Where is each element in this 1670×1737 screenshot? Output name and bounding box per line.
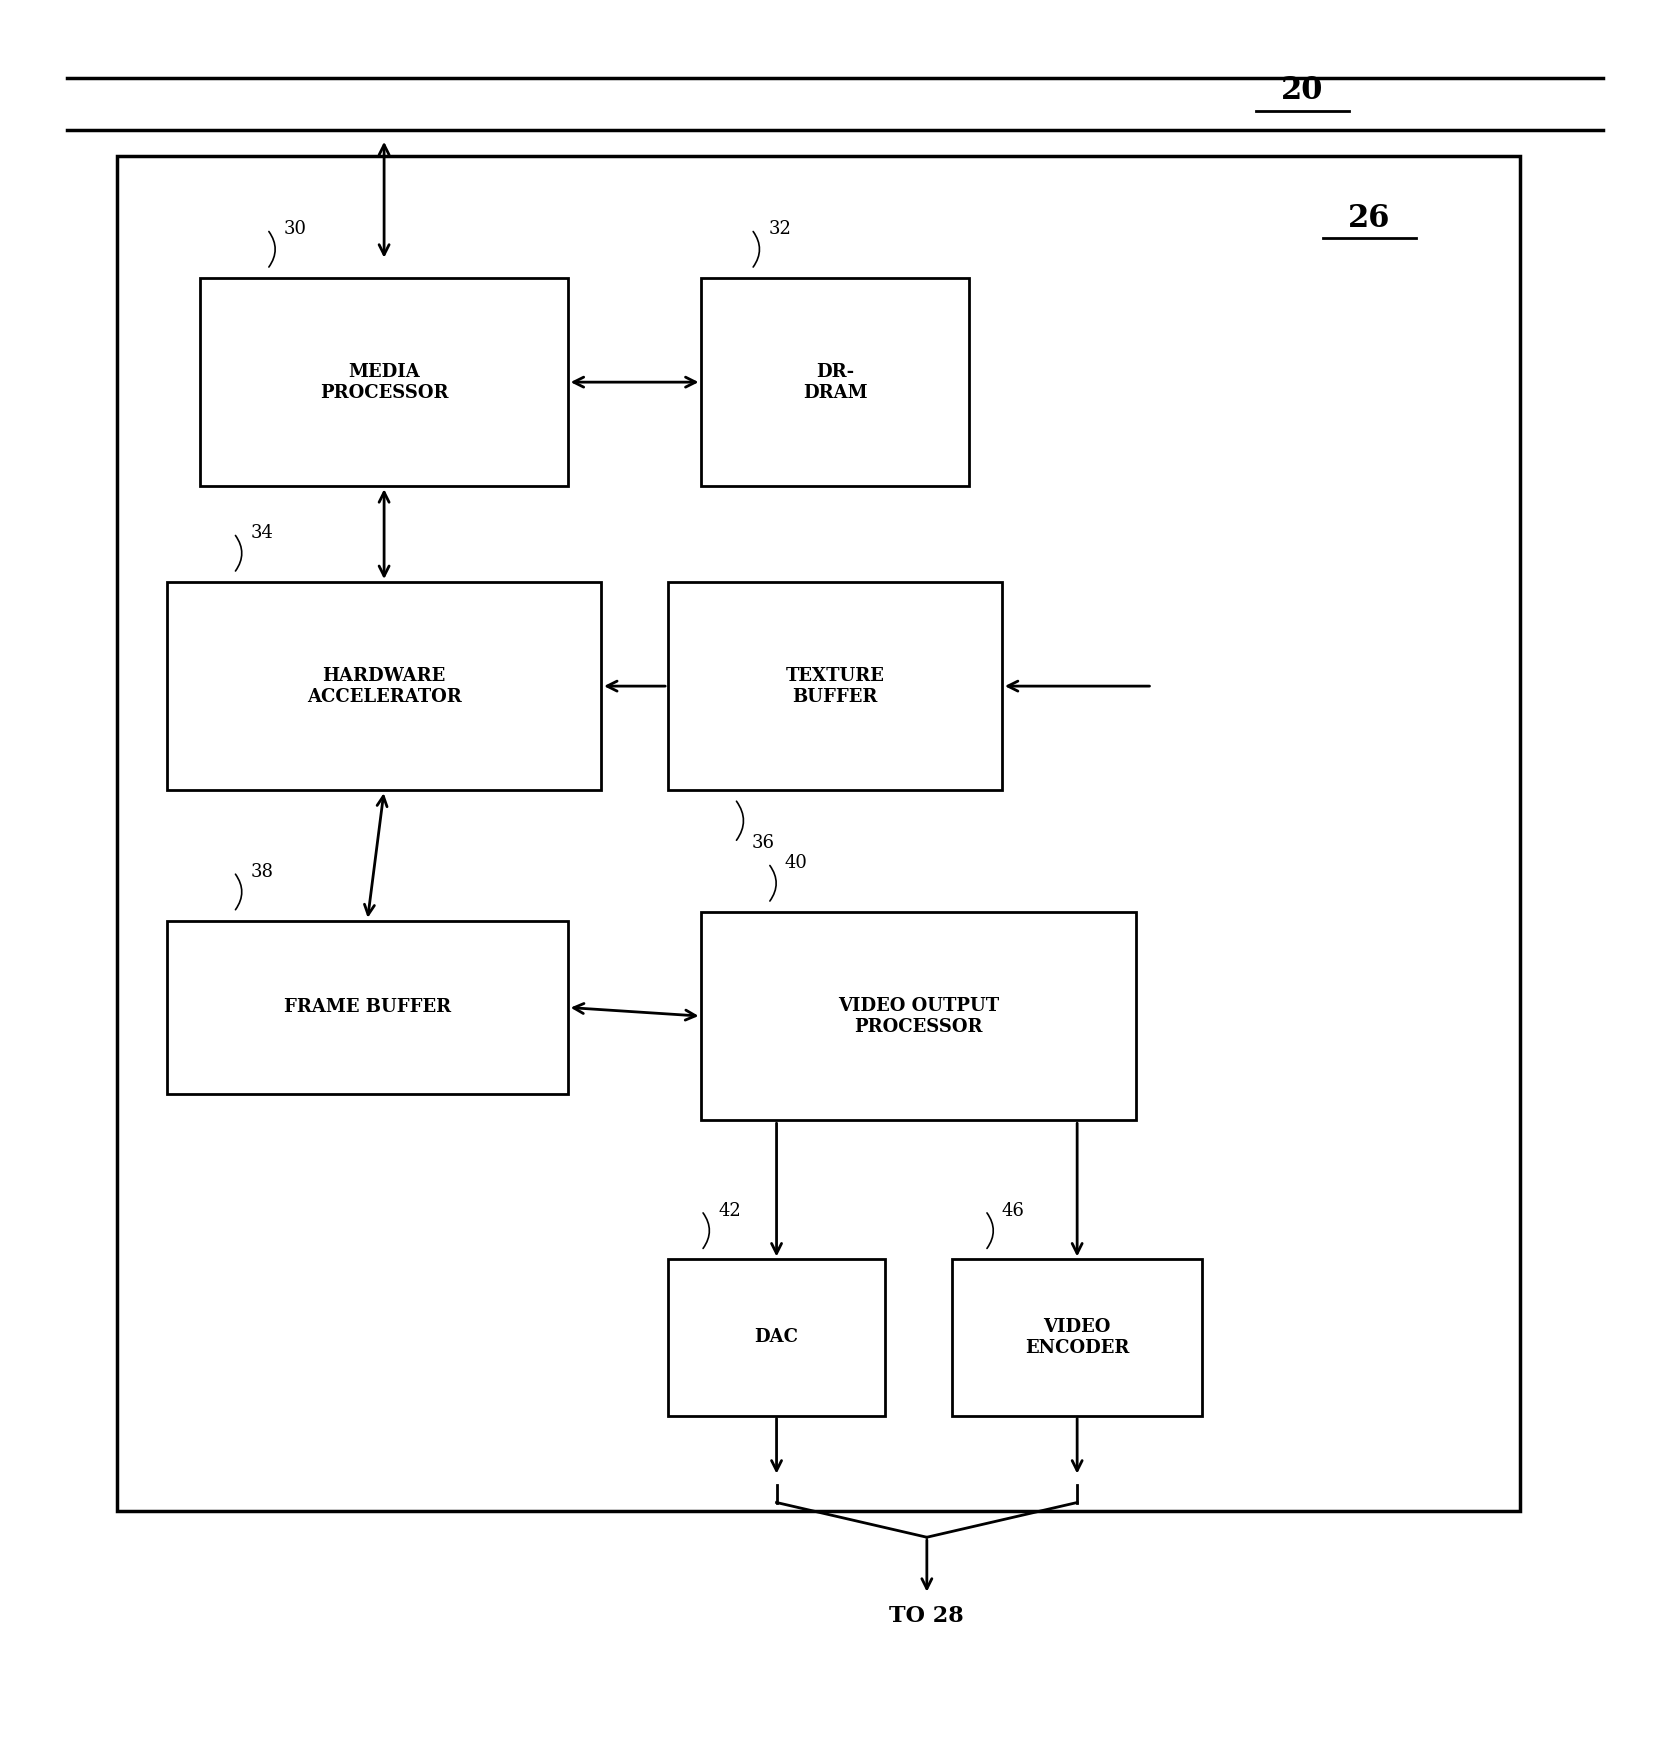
FancyBboxPatch shape xyxy=(701,278,969,486)
Text: DR-
DRAM: DR- DRAM xyxy=(803,363,867,401)
Text: 26: 26 xyxy=(1348,203,1391,234)
Text: 34: 34 xyxy=(250,525,274,542)
Text: VIDEO OUTPUT
PROCESSOR: VIDEO OUTPUT PROCESSOR xyxy=(838,997,999,1035)
Text: TO 28: TO 28 xyxy=(890,1605,964,1628)
Text: FRAME BUFFER: FRAME BUFFER xyxy=(284,999,451,1016)
FancyBboxPatch shape xyxy=(668,582,1002,790)
FancyBboxPatch shape xyxy=(167,582,601,790)
Text: 36: 36 xyxy=(752,834,775,851)
Text: 42: 42 xyxy=(718,1202,741,1219)
FancyBboxPatch shape xyxy=(668,1259,885,1416)
FancyBboxPatch shape xyxy=(701,912,1136,1120)
Text: 38: 38 xyxy=(250,863,274,881)
Text: MEDIA
PROCESSOR: MEDIA PROCESSOR xyxy=(321,363,448,401)
FancyBboxPatch shape xyxy=(117,156,1520,1511)
Text: 40: 40 xyxy=(785,855,808,872)
FancyBboxPatch shape xyxy=(952,1259,1202,1416)
Text: VIDEO
ENCODER: VIDEO ENCODER xyxy=(1025,1318,1129,1357)
Text: TEXTURE
BUFFER: TEXTURE BUFFER xyxy=(785,667,885,705)
Text: DAC: DAC xyxy=(755,1329,798,1346)
Text: 30: 30 xyxy=(284,221,307,238)
Text: 20: 20 xyxy=(1281,75,1324,106)
Text: HARDWARE
ACCELERATOR: HARDWARE ACCELERATOR xyxy=(307,667,461,705)
Text: 46: 46 xyxy=(1002,1202,1025,1219)
Text: 32: 32 xyxy=(768,221,792,238)
FancyBboxPatch shape xyxy=(167,921,568,1094)
FancyBboxPatch shape xyxy=(200,278,568,486)
